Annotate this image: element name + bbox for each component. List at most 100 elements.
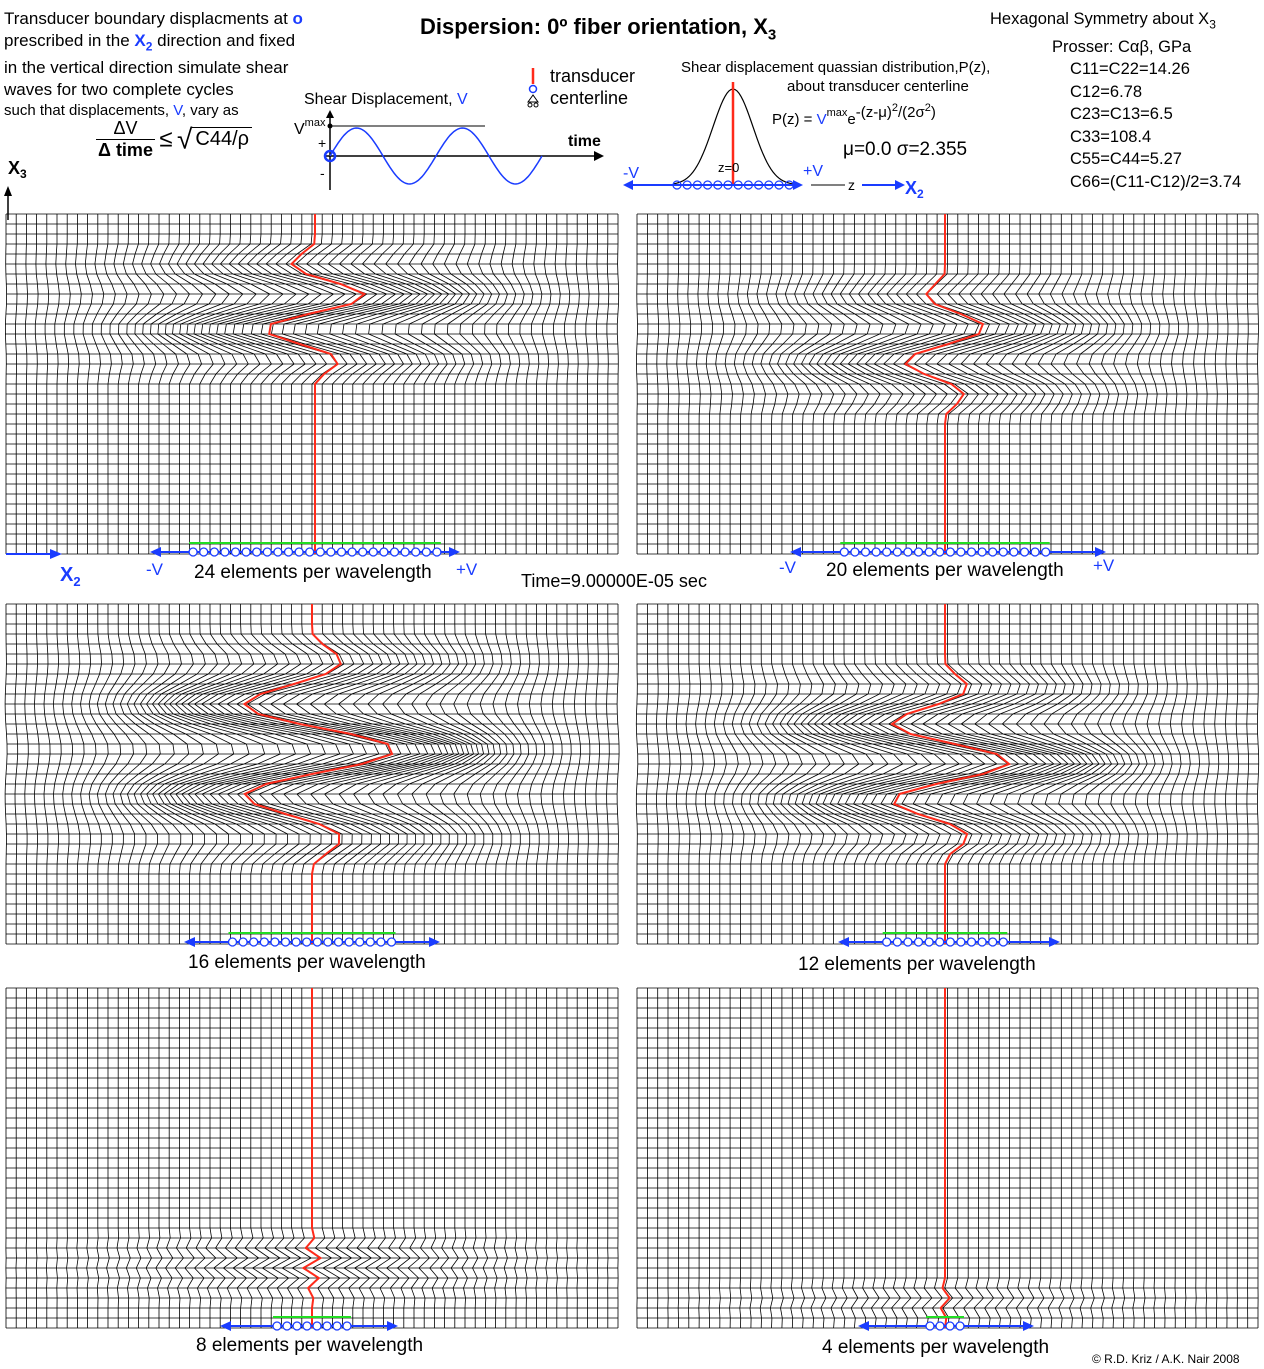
boundary-node [282,1321,292,1331]
c23-value: C23=C13=6.5 [1070,105,1173,124]
panel-2-neg-v: -V [779,558,796,577]
intro-text: Transducer boundary displacments at o pr… [4,9,303,120]
boundary-node [230,547,241,557]
boundary-node [323,937,333,947]
stability-formula: ΔV Δ time ≤ √ C44/ρ [96,118,253,161]
mesh-panel-5 [5,987,619,1331]
boundary-node [1009,547,1019,557]
boundary-node [1019,547,1030,557]
c12-value: C12=6.78 [1070,82,1143,101]
boundary-node [411,547,421,557]
panel-2-pos-v: +V [1093,556,1115,575]
boundary-node [386,937,397,947]
mesh-panel-3 [4,603,620,947]
boundary-node [1041,547,1051,557]
boundary-node [903,547,913,557]
boundary-node [977,937,987,947]
time-axis-arrow-icon [594,151,604,161]
formula-root-body: C44/ρ [192,127,253,150]
c55-value: C55=C44=5.27 [1070,150,1182,169]
right-arrow-icon [1049,937,1060,947]
shear-plot-label: Shear Displacement, V [304,91,468,108]
boundary-node [988,547,998,557]
c33-value: C33=108.4 [1070,127,1152,146]
boundary-node [344,937,354,947]
left-arrow-icon [790,547,801,557]
boundary-node [322,1321,332,1331]
neg-v-label: -V [623,165,639,182]
boundary-node [302,1321,312,1331]
plus-label: + [318,135,326,151]
boundary-node [376,937,386,947]
intro-line-1: Transducer boundary displacments at [4,9,293,28]
boundary-node [272,1321,282,1331]
right-arrow-icon [1095,547,1106,557]
gaussian-node [672,180,682,190]
transducer-centerline [890,604,1012,944]
intro-line-3: in the vertical direction simulate shear [4,58,289,78]
gaussian-node [733,180,743,190]
time-label: time [568,133,601,150]
boundary-node [188,547,198,557]
boundary-node [326,547,336,557]
legend-centerline: centerline [550,88,628,108]
gaussian-title-2: about transducer centerline [787,78,969,95]
right-arrow-icon [429,937,440,947]
boundary-node [199,547,209,557]
boundary-node [998,937,1008,947]
boundary-node [241,547,251,557]
boundary-node [850,547,860,557]
boundary-node [882,937,892,947]
sqrt-symbol: √ [177,123,193,155]
mesh-panel-4 [635,603,1260,947]
node-icon [528,84,538,94]
transducer-centerline [242,604,394,944]
panel-5-caption: 8 elements per wavelength [196,1335,424,1356]
formula-denominator: Δ time [96,139,155,160]
boundary-node [302,937,312,947]
left-arrow-icon [184,937,195,947]
gaussian-x2-label: X2 [905,178,924,199]
left-arrow-icon [220,1321,231,1331]
sine-wave [329,127,543,185]
boundary-node [333,937,344,947]
boundary-node [977,547,987,557]
left-arrow-icon [838,937,849,947]
panel-6-caption: 4 elements per wavelength [822,1337,1050,1358]
boundary-node [312,1321,322,1331]
x2-arrow-icon [895,180,905,190]
gaussian-node [723,180,733,190]
c66-value: C66=(C11-C12)/2=3.74 [1070,172,1242,191]
boundary-node [249,937,259,947]
boundary-node [283,547,294,557]
boundary-node [400,547,410,557]
boundary-node [336,547,347,557]
boundary-node [280,937,291,947]
boundary-node [238,937,248,947]
transducer-centerline [939,988,951,1329]
boundary-node [935,547,945,557]
boundary-node [871,547,881,557]
boundary-node [291,937,301,947]
boundary-node [355,937,365,947]
boundary-node [925,1321,935,1331]
gaussian-node [743,180,753,190]
boundary-node [945,547,955,557]
right-arrow-icon [387,1321,398,1331]
mesh-panel-2 [636,213,1259,557]
gaussian-params: μ=0.0 σ=2.355 [843,139,967,160]
z-label: z [848,177,855,193]
boundary-node [913,937,924,947]
boundary-node [839,547,849,557]
left-arrow-icon [858,1321,869,1331]
transducer-legend: transducer centerline [527,66,635,108]
pos-v-label: +V [803,163,823,180]
boundary-node [924,937,934,947]
boundary-node [305,547,315,557]
boundary-node [966,547,977,557]
boundary-node [956,547,966,557]
boundary-node [432,547,442,557]
c11-value: C11=C22=14.26 [1070,60,1190,79]
boundary-node-symbol: o [292,9,303,28]
mesh-panel-1 [5,213,620,559]
